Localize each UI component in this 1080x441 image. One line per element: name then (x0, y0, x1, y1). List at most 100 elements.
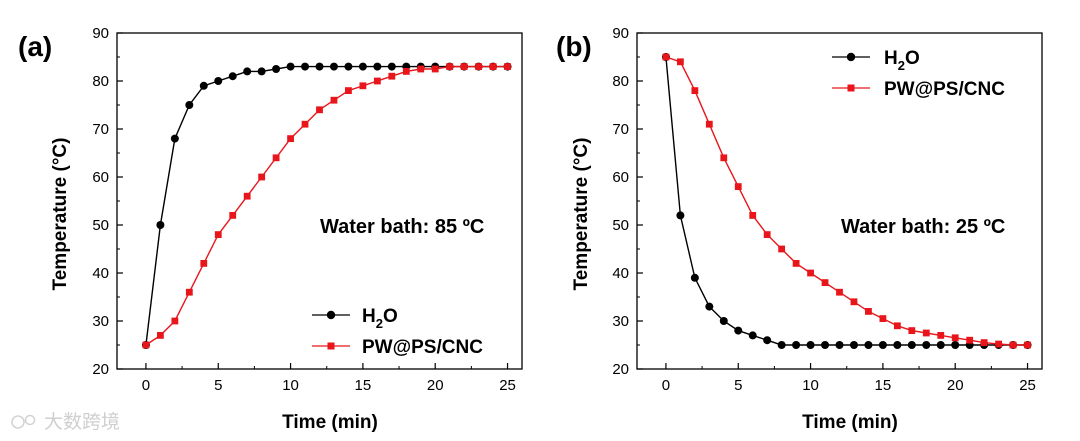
data-point-pwpscnc (763, 231, 771, 238)
data-point-pwpscnc (995, 340, 1003, 348)
data-point-h2o (170, 134, 179, 143)
data-point-pwpscnc (980, 339, 988, 346)
plot-area-b: 0 5 10 15 20 25 20 30 40 50 60 70 80 90 (612, 25, 1043, 394)
data-point-pwpscnc (446, 63, 454, 70)
legend-h2o-sub: 2 (898, 58, 905, 73)
data-point-h2o (922, 341, 931, 349)
data-point-h2o (849, 341, 858, 349)
series-line-pwpscnc (145, 65, 508, 346)
data-point-h2o (387, 62, 396, 71)
data-point-pwpscnc (1009, 341, 1017, 349)
data-point-h2o (878, 341, 887, 349)
y-tick-label: 70 (92, 121, 109, 138)
y-tick-label: 30 (612, 313, 629, 330)
data-point-pwpscnc (821, 279, 829, 286)
x-tick-label: 15 (355, 377, 372, 394)
data-point-pwpscnc (850, 298, 858, 306)
data-point-pwpscnc (879, 315, 887, 322)
watermark-text: 大数跨境 (44, 411, 120, 433)
y-tick-label: 60 (612, 169, 629, 186)
watermark-logo-dot-icon (24, 414, 36, 426)
legend-label-h2o: H2O (362, 306, 398, 331)
data-point-pwpscnc (388, 72, 396, 80)
legend: H2O PW@PS/CNC (312, 306, 483, 358)
y-tick-label: 40 (612, 265, 629, 282)
data-point-h2o (228, 72, 237, 81)
panel-b: (b) 0 5 10 15 20 25 20 30 40 50 60 70 80 90 Time (min… (556, 25, 1043, 433)
data-point-pwpscnc (734, 183, 742, 190)
y-tick-label: 30 (92, 313, 109, 330)
data-point-h2o (936, 341, 945, 349)
x-tick-label: 20 (427, 377, 444, 394)
data-point-pwpscnc (662, 53, 670, 61)
x-tick-label: 0 (662, 377, 670, 394)
data-point-pwpscnc (156, 332, 164, 339)
series-line-pwpscnc (665, 56, 1028, 346)
data-point-pwpscnc (937, 332, 945, 339)
series-line-h2o (145, 65, 508, 346)
data-point-pwpscnc (316, 106, 323, 114)
data-point-pwpscnc (200, 260, 208, 267)
legend-marker-h2o (846, 52, 856, 62)
y-tick-label: 20 (92, 361, 109, 378)
legend-label-pwpscnc: PW@PS/CNC (362, 337, 483, 358)
legend-label-h2o: H2O (884, 48, 920, 73)
data-point-pwpscnc (330, 96, 338, 104)
data-point-h2o (358, 62, 367, 71)
legend-h2o-main: H (362, 306, 376, 327)
data-point-pwpscnc (373, 77, 381, 85)
data-point-h2o (344, 62, 353, 71)
y-tick-label: 50 (612, 217, 629, 234)
legend-h2o-main: H (884, 48, 898, 69)
data-point-pwpscnc (807, 269, 814, 277)
panel-label: (b) (556, 31, 592, 62)
data-point-h2o (835, 341, 844, 349)
data-point-h2o (907, 341, 916, 349)
data-point-h2o (951, 341, 960, 349)
data-point-pwpscnc (359, 82, 367, 90)
y-axis-title: Temperature (°C) (50, 138, 71, 291)
data-point-pwpscnc (676, 58, 684, 66)
watermark: 大数跨境 (11, 411, 120, 433)
data-point-pwpscnc (345, 87, 352, 94)
data-point-pwpscnc (243, 192, 251, 200)
legend: H2O PW@PS/CNC (832, 48, 1005, 100)
data-point-h2o (243, 67, 252, 76)
data-point-pwpscnc (475, 63, 483, 70)
data-point-h2o (748, 331, 757, 340)
data-point-pwpscnc (966, 336, 974, 344)
data-point-pwpscnc (229, 212, 237, 219)
water-bath-annotation: Water bath: 25 ºC (841, 216, 1005, 238)
data-point-pwpscnc (792, 260, 800, 267)
x-tick-label: 10 (282, 377, 299, 394)
data-point-h2o (705, 302, 714, 311)
watermark-logo-icon (11, 415, 25, 429)
water-bath-annotation: Water bath: 85 ºC (320, 216, 484, 238)
data-point-pwpscnc (893, 322, 901, 330)
data-point-pwpscnc (951, 334, 959, 342)
legend-marker-pwpscnc (847, 84, 855, 92)
data-point-pwpscnc (922, 329, 930, 337)
data-point-h2o (806, 341, 815, 349)
data-point-pwpscnc (142, 341, 150, 349)
panel-label: (a) (18, 31, 52, 62)
y-tick-label: 90 (612, 25, 629, 42)
y-tick-label: 20 (612, 361, 629, 378)
data-point-pwpscnc (214, 231, 222, 238)
data-point-pwpscnc (504, 63, 511, 70)
data-point-pwpscnc (778, 245, 786, 253)
data-point-pwpscnc (185, 288, 193, 296)
data-point-h2o (301, 62, 310, 71)
data-point-h2o (734, 326, 743, 335)
y-tick-label: 80 (92, 73, 109, 90)
legend-h2o-tail: O (905, 48, 920, 69)
data-point-h2o (156, 221, 165, 229)
data-point-pwpscnc (705, 120, 713, 128)
data-point-h2o (676, 211, 685, 220)
data-point-pwpscnc (720, 154, 728, 162)
x-tick-label: 0 (142, 377, 150, 394)
data-point-pwpscnc (908, 327, 916, 334)
x-tick-label: 20 (947, 377, 964, 394)
data-point-h2o (199, 81, 208, 90)
data-point-h2o (185, 101, 194, 109)
